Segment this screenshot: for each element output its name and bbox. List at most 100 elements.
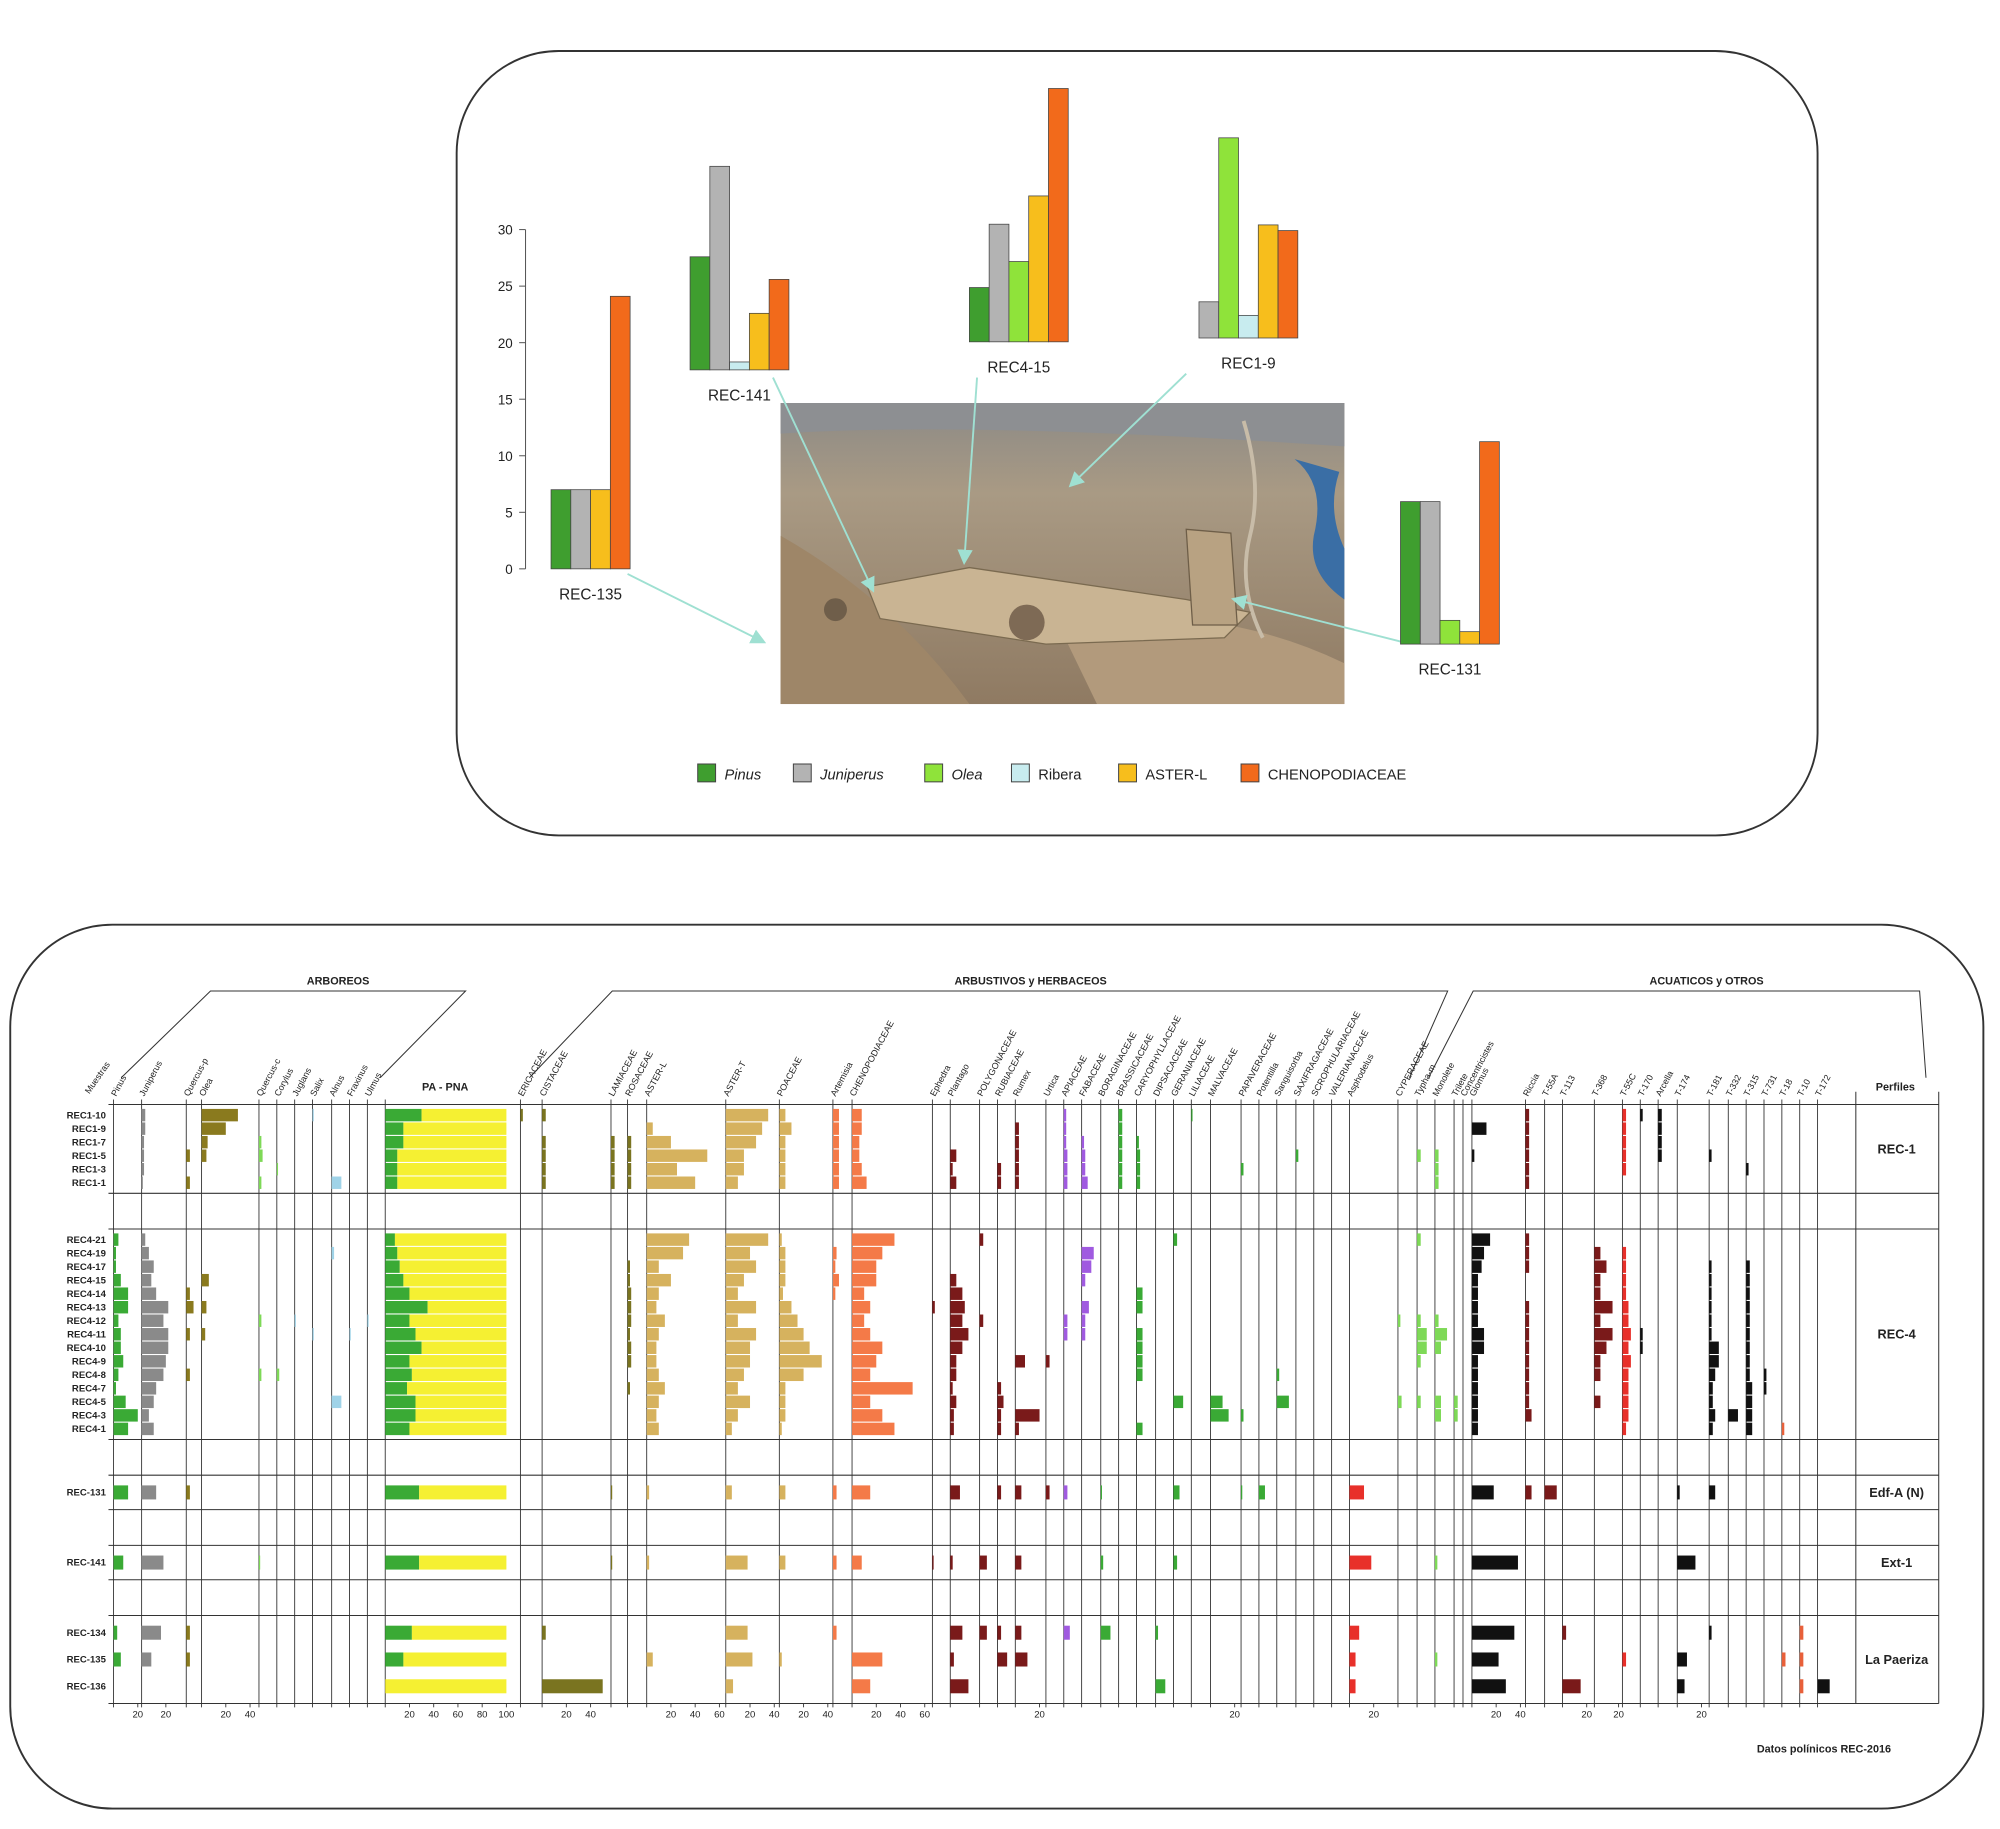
pollen-bar xyxy=(852,1135,860,1149)
pollen-bar xyxy=(779,1355,822,1368)
pollen-bar xyxy=(725,1652,753,1667)
pollen-bar xyxy=(113,1341,121,1354)
pollen-bar xyxy=(1063,1176,1068,1189)
sample-label: REC4-9 xyxy=(72,1356,106,1367)
pollen-bar xyxy=(113,1287,129,1300)
pollen-bar xyxy=(1173,1555,1178,1570)
pollen-bar xyxy=(141,1135,145,1149)
pollen-bar xyxy=(1155,1679,1166,1694)
pollen-bar xyxy=(646,1260,659,1273)
pollen-bar xyxy=(141,1149,145,1162)
sample-label: REC-134 xyxy=(67,1628,107,1639)
pollen-bar xyxy=(1709,1314,1712,1327)
pollen-bar xyxy=(1434,1652,1438,1667)
bar xyxy=(748,312,770,371)
pollen-bar xyxy=(1173,1233,1178,1246)
x-tick-label: 20 xyxy=(666,1710,677,1721)
pollen-bar xyxy=(141,1341,169,1354)
pollen-bar xyxy=(725,1122,763,1135)
pollen-bar xyxy=(141,1246,149,1260)
pollen-bar xyxy=(415,1395,507,1409)
pollen-bar xyxy=(1622,1122,1627,1135)
pollen-bar xyxy=(627,1176,632,1189)
pollen-bar xyxy=(1594,1314,1601,1327)
x-tick-label: 40 xyxy=(823,1710,834,1721)
pollen-bar xyxy=(1081,1176,1088,1189)
pollen-bar xyxy=(1471,1149,1475,1162)
pollen-bar xyxy=(385,1485,420,1500)
pollen-bar xyxy=(1594,1273,1601,1287)
group-header: ARBOREOS xyxy=(307,976,370,988)
pollen-bar xyxy=(141,1422,154,1436)
pollen-bar xyxy=(725,1422,732,1436)
pollen-bar xyxy=(542,1135,546,1149)
pollen-bar xyxy=(1709,1409,1716,1422)
x-tick-label: 20 xyxy=(745,1710,756,1721)
pollen-bar xyxy=(113,1314,119,1327)
bar xyxy=(988,223,1010,343)
pollen-bar xyxy=(852,1368,871,1382)
pollen-bar xyxy=(1622,1260,1627,1273)
pollen-bar xyxy=(832,1555,837,1570)
pollen-bar xyxy=(1417,1355,1421,1368)
pollen-bar xyxy=(1081,1162,1086,1176)
pollen-bar xyxy=(542,1108,546,1122)
pollen-bar xyxy=(1817,1679,1830,1694)
pollen-bar xyxy=(1276,1368,1280,1382)
pollen-bar xyxy=(1136,1149,1141,1162)
pollen-bar xyxy=(258,1149,263,1162)
pollen-bar xyxy=(1417,1149,1421,1162)
panel-label: REC-141 xyxy=(708,387,771,404)
pollen-bar xyxy=(832,1176,839,1189)
pollen-bar xyxy=(1136,1368,1143,1382)
pollen-bar xyxy=(1658,1135,1662,1149)
pollen-bar xyxy=(610,1485,613,1500)
pollen-bar xyxy=(779,1260,786,1273)
pollen-bar xyxy=(1622,1287,1627,1300)
pollen-bar xyxy=(1471,1122,1487,1135)
pollen-bar xyxy=(403,1273,507,1287)
pollen-bar xyxy=(419,1485,507,1500)
pollen-bar xyxy=(725,1409,738,1422)
pollen-bar xyxy=(186,1368,190,1382)
pollen-bar xyxy=(1434,1176,1439,1189)
pollen-bar xyxy=(1471,1555,1518,1570)
profile-label: REC-4 xyxy=(1878,1327,1917,1342)
pollen-bar xyxy=(1136,1355,1143,1368)
x-tick-label: 100 xyxy=(498,1710,514,1721)
pollen-bar xyxy=(1709,1287,1712,1300)
pollen-bar xyxy=(997,1176,1002,1189)
pollen-bar xyxy=(1746,1355,1750,1368)
pollen-bar xyxy=(367,1314,369,1327)
y-tick-label: 15 xyxy=(498,392,513,407)
pollen-bar xyxy=(1118,1149,1123,1162)
pollen-bar xyxy=(950,1287,963,1300)
pollen-bar xyxy=(646,1149,708,1162)
bar xyxy=(1277,230,1299,339)
pollen-bar xyxy=(385,1135,404,1149)
pollen-bar xyxy=(1081,1246,1094,1260)
sample-label: REC1-3 xyxy=(72,1164,106,1175)
pollen-bar xyxy=(415,1409,507,1422)
pollen-bar xyxy=(779,1300,792,1314)
legend-label: Olea xyxy=(952,767,983,783)
pollen-bar xyxy=(1471,1679,1506,1694)
group-header: ARBUSTIVOS y HERBACEOS xyxy=(955,976,1107,988)
pollen-bar xyxy=(385,1409,416,1422)
bar xyxy=(1419,501,1441,645)
pollen-bar xyxy=(1562,1625,1567,1640)
pollen-bar xyxy=(779,1246,786,1260)
pollen-bar xyxy=(1709,1260,1712,1273)
pollen-bar xyxy=(409,1422,507,1436)
pollen-bar xyxy=(725,1149,744,1162)
pollen-bar xyxy=(997,1395,1004,1409)
pollen-bar xyxy=(627,1355,632,1368)
pollen-bar xyxy=(779,1422,782,1436)
pollen-bar xyxy=(852,1233,895,1246)
pollen-bar xyxy=(1709,1485,1716,1500)
pollen-bar xyxy=(1210,1395,1223,1409)
pollen-bar xyxy=(646,1246,684,1260)
pollen-bar xyxy=(1349,1625,1360,1640)
pollen-bar xyxy=(1709,1422,1713,1436)
sample-label: REC4-1 xyxy=(72,1424,107,1435)
